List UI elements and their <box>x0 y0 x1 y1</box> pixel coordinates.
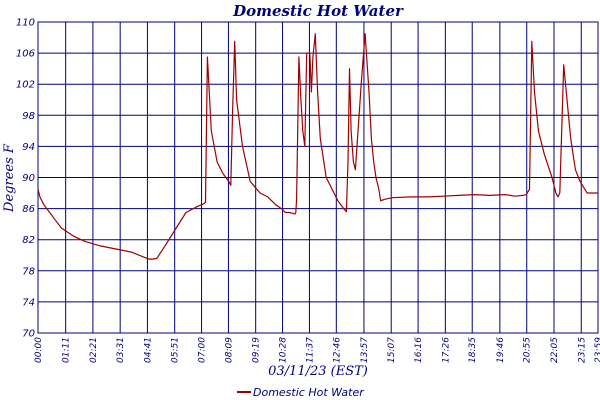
series-layer <box>37 33 598 260</box>
y-tick-label: 90 <box>22 173 35 184</box>
y-tick-label: 106 <box>16 49 35 60</box>
x-tick-label: 03:31 <box>116 337 126 363</box>
x-tick-label: 23:15 <box>577 337 587 363</box>
x-tick-label: 23:59 <box>594 337 600 363</box>
chart-title: Domestic Hot Water <box>232 2 404 20</box>
y-tick-label: 98 <box>22 111 35 122</box>
x-tick-label: 02:21 <box>89 337 99 363</box>
x-tick-label: 11:37 <box>305 337 315 363</box>
x-tick-label: 10:28 <box>279 337 289 363</box>
x-tick-label: 18:35 <box>468 337 478 363</box>
x-tick-label: 17:26 <box>441 337 451 363</box>
x-tick-label: 19:46 <box>496 337 506 363</box>
x-tick-label: 01:11 <box>62 337 72 363</box>
x-tick-label: 07:00 <box>198 337 208 363</box>
series-line-domestic-hot-water <box>37 33 598 260</box>
x-tick-label: 04:41 <box>143 337 153 363</box>
y-axis: 70 74 78 82 86 90 94 98 102 106 110 <box>16 18 35 340</box>
y-tick-label: 86 <box>22 204 35 215</box>
x-tick-label: 00:00 <box>34 337 44 363</box>
y-tick-label: 74 <box>22 297 35 308</box>
x-tick-label: 16:16 <box>414 337 424 363</box>
y-tick-label: 110 <box>16 18 35 29</box>
x-axis: 00:00 01:11 02:21 03:31 04:41 05:51 07:00 08:09… <box>34 337 600 363</box>
x-tick-label: 05:51 <box>171 337 181 363</box>
x-tick-label: 15:07 <box>387 337 397 363</box>
y-tick-label: 102 <box>16 80 35 91</box>
legend-entry-domestic-hot-water: Domestic Hot Water <box>253 386 365 399</box>
x-tick-label: 13:57 <box>360 337 370 363</box>
legend: Domestic Hot Water <box>237 386 365 399</box>
x-tick-label: 12:46 <box>332 337 342 363</box>
y-tick-label: 70 <box>22 329 35 340</box>
y-tick-label: 82 <box>22 235 35 246</box>
x-tick-label: 22:05 <box>550 337 560 363</box>
y-tick-label: 78 <box>22 266 35 277</box>
grid-layer <box>37 21 599 334</box>
x-tick-label: 09:19 <box>252 337 262 363</box>
y-axis-label: Degrees F <box>2 143 17 213</box>
y-tick-label: 94 <box>22 142 35 153</box>
x-axis-label: 03/11/23 (EST) <box>268 364 368 379</box>
x-tick-label: 08:09 <box>224 337 234 363</box>
x-tick-label: 20:55 <box>523 337 533 363</box>
